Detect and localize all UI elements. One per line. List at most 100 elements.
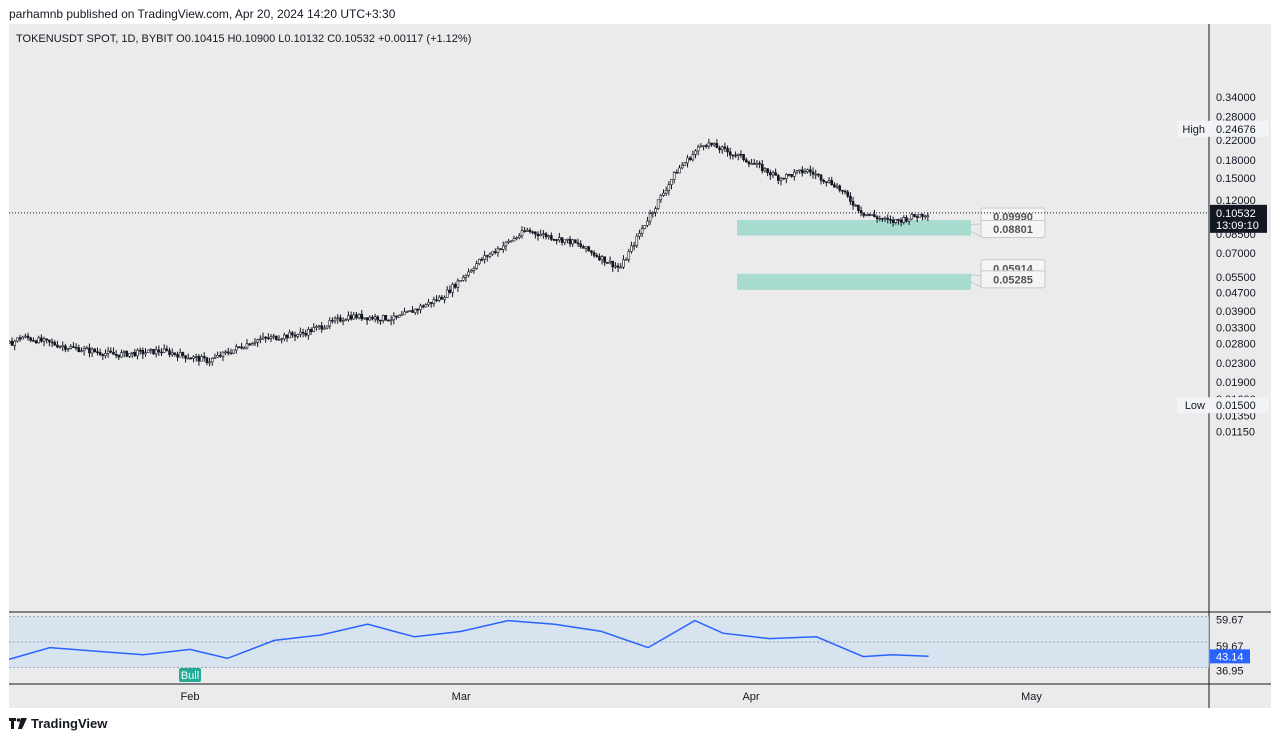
candle-down — [285, 334, 289, 339]
candle — [29, 336, 33, 343]
candle-down — [718, 147, 721, 151]
candle — [734, 151, 737, 158]
candle-up — [104, 353, 107, 356]
candle — [841, 189, 844, 195]
candle — [859, 206, 863, 217]
candle — [424, 303, 428, 308]
candle-down — [915, 216, 919, 218]
candle-down — [590, 250, 593, 253]
candle-up — [806, 169, 809, 172]
candle-up — [403, 311, 406, 315]
candle-down — [168, 350, 171, 355]
price-tick-label: 0.02800 — [1216, 339, 1256, 351]
candle — [728, 147, 732, 160]
candle — [88, 343, 91, 358]
candle — [408, 310, 412, 312]
candle — [550, 232, 553, 242]
candle-down — [165, 348, 169, 351]
candle — [106, 346, 110, 358]
candle — [883, 216, 887, 222]
candle-down — [873, 214, 876, 217]
candle-down — [747, 161, 751, 165]
candle-down — [96, 351, 99, 353]
candle-up — [910, 214, 914, 220]
candle-down — [528, 229, 532, 233]
candle — [210, 357, 214, 366]
candle-down — [112, 351, 115, 355]
symbol-info: TOKENUSDT SPOT, 1D, BYBIT O0.10415 H0.10… — [16, 33, 471, 45]
candle-down — [275, 335, 278, 341]
candle-up — [526, 229, 529, 232]
candle — [688, 156, 692, 161]
candle — [542, 229, 545, 239]
candle — [560, 236, 564, 246]
candle — [256, 338, 259, 347]
candle — [707, 138, 711, 149]
candle — [603, 256, 607, 267]
candle-up — [926, 215, 930, 218]
candle — [461, 274, 465, 282]
candle — [526, 227, 529, 232]
candle-up — [243, 347, 246, 350]
candle-up — [907, 218, 911, 222]
candle — [189, 357, 193, 360]
candle — [819, 173, 823, 185]
time-tick-label: May — [1021, 691, 1042, 703]
candle — [373, 313, 377, 323]
candle — [518, 233, 521, 240]
candle — [363, 317, 366, 320]
candle — [915, 214, 919, 223]
candle-up — [467, 271, 470, 276]
candle-down — [125, 351, 129, 357]
candle-down — [595, 254, 599, 257]
candle-down — [523, 230, 526, 232]
candle-down — [267, 337, 270, 340]
candle — [881, 217, 884, 222]
candle — [776, 173, 780, 185]
candle-up — [827, 180, 831, 183]
candle — [472, 266, 476, 274]
candle — [98, 348, 102, 357]
candle — [355, 311, 358, 320]
candle-down — [776, 174, 780, 181]
candle-up — [253, 341, 257, 344]
candle — [907, 218, 911, 226]
candle-up — [622, 259, 625, 268]
candle — [477, 258, 481, 266]
candle-down — [349, 315, 353, 320]
candle — [552, 238, 556, 242]
candle-down — [833, 184, 836, 188]
candle-up — [600, 256, 604, 261]
candle — [328, 317, 332, 330]
tradingview-brand[interactable]: TradingView — [9, 716, 107, 731]
candle — [686, 154, 689, 168]
candle — [285, 334, 289, 342]
candle-up — [272, 335, 275, 338]
candle — [822, 178, 825, 184]
candle-down — [480, 258, 484, 261]
candle — [638, 229, 641, 240]
candle-down — [536, 233, 540, 237]
candle-down — [598, 256, 601, 261]
candle-up — [659, 195, 663, 201]
candle — [672, 171, 676, 184]
candle-up — [509, 240, 513, 243]
candle-down — [801, 169, 804, 174]
candle-down — [723, 146, 727, 149]
candle-up — [696, 146, 700, 152]
candle-up — [336, 317, 340, 320]
candle — [568, 236, 572, 247]
price-tick-label: 0.28000 — [1216, 111, 1256, 123]
candle-up — [584, 246, 588, 249]
candle — [758, 160, 761, 169]
candle-up — [624, 259, 628, 261]
candle — [445, 286, 449, 298]
candle-down — [379, 319, 382, 322]
candle — [528, 227, 532, 234]
candle — [787, 173, 791, 177]
candle-down — [387, 319, 390, 322]
candle-up — [234, 346, 238, 351]
candle — [432, 296, 436, 307]
chart-area[interactable]: 0.09990 0.08801 0.05914 0.05285 Bull 0.3400… — [0, 24, 1271, 708]
